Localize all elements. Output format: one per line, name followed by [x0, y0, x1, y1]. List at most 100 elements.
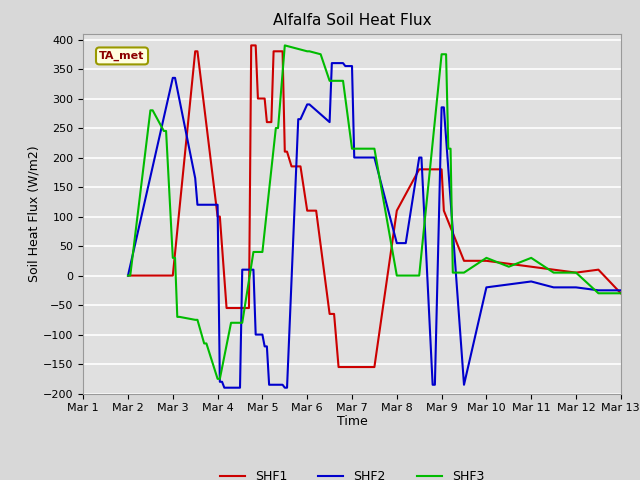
SHF2 — [278, 382, 286, 388]
SHF1 — [290, 164, 298, 169]
SHF3 — [124, 273, 132, 278]
SHF2 — [281, 385, 289, 391]
SHF2 — [263, 344, 271, 349]
SHF3 — [371, 146, 378, 152]
X-axis label: Time: Time — [337, 415, 367, 428]
SHF2 — [216, 379, 224, 384]
SHF1 — [460, 258, 468, 264]
SHF1 — [326, 311, 333, 317]
SHF2 — [483, 285, 490, 290]
SHF3 — [281, 43, 289, 48]
SHF2 — [505, 282, 513, 288]
Line: SHF3: SHF3 — [128, 46, 621, 379]
SHF1 — [312, 208, 320, 214]
Title: Alfalfa Soil Heat Flux: Alfalfa Soil Heat Flux — [273, 13, 431, 28]
SHF1 — [429, 167, 436, 172]
SHF2 — [429, 382, 436, 388]
SHF1 — [288, 164, 296, 169]
Y-axis label: Soil Heat Flux (W/m2): Soil Heat Flux (W/m2) — [27, 145, 40, 282]
SHF1 — [371, 364, 378, 370]
SHF1 — [438, 167, 445, 172]
SHF1 — [505, 261, 513, 267]
SHF1 — [335, 364, 342, 370]
SHF2 — [550, 285, 557, 290]
SHF2 — [431, 382, 438, 388]
SHF1 — [278, 48, 286, 54]
SHF2 — [171, 75, 179, 81]
SHF1 — [527, 264, 535, 270]
SHF2 — [259, 332, 266, 337]
SHF2 — [252, 332, 260, 337]
SHF2 — [326, 119, 333, 125]
SHF2 — [124, 273, 132, 278]
SHF3 — [326, 78, 333, 84]
SHF1 — [268, 119, 275, 125]
Line: SHF1: SHF1 — [128, 46, 621, 367]
SHF1 — [393, 208, 401, 214]
SHF2 — [220, 385, 228, 391]
SHF2 — [527, 278, 535, 284]
SHF2 — [350, 155, 358, 160]
SHF2 — [169, 75, 177, 81]
SHF1 — [617, 290, 625, 296]
SHF1 — [252, 43, 260, 48]
SHF2 — [193, 202, 201, 208]
SHF1 — [483, 258, 490, 264]
SHF1 — [270, 48, 278, 54]
SHF2 — [296, 116, 305, 122]
SHF2 — [393, 240, 401, 246]
SHF1 — [305, 208, 313, 214]
Text: TA_met: TA_met — [99, 51, 145, 61]
SHF1 — [550, 267, 557, 273]
SHF1 — [263, 119, 271, 125]
SHF1 — [303, 208, 311, 214]
SHF1 — [417, 167, 425, 172]
SHF1 — [214, 214, 221, 219]
SHF2 — [460, 382, 468, 388]
SHF2 — [339, 60, 347, 66]
SHF2 — [415, 155, 423, 160]
SHF3 — [350, 146, 358, 152]
SHF2 — [440, 105, 447, 110]
SHF2 — [214, 202, 221, 208]
SHF1 — [247, 43, 255, 48]
SHF2 — [438, 105, 445, 110]
SHF2 — [595, 288, 602, 293]
Line: SHF2: SHF2 — [128, 63, 621, 388]
SHF1 — [341, 364, 349, 370]
SHF1 — [296, 164, 305, 169]
SHF1 — [344, 364, 351, 370]
SHF2 — [266, 382, 273, 388]
SHF2 — [283, 385, 291, 391]
SHF2 — [371, 155, 378, 160]
SHF2 — [294, 116, 302, 122]
SHF3 — [303, 48, 311, 54]
SHF2 — [617, 288, 625, 293]
SHF1 — [283, 149, 291, 155]
SHF1 — [431, 167, 438, 172]
SHF2 — [417, 155, 425, 160]
SHF1 — [572, 270, 580, 276]
SHF3 — [214, 376, 221, 382]
SHF1 — [124, 273, 132, 278]
SHF1 — [169, 273, 177, 278]
SHF2 — [191, 175, 199, 181]
SHF1 — [245, 305, 253, 311]
SHF2 — [238, 267, 246, 273]
SHF2 — [572, 285, 580, 290]
SHF1 — [225, 305, 232, 311]
SHF1 — [223, 305, 230, 311]
SHF2 — [303, 102, 311, 108]
SHF1 — [254, 96, 262, 101]
SHF2 — [236, 385, 244, 391]
SHF2 — [348, 63, 356, 69]
SHF3 — [617, 290, 625, 296]
SHF3 — [160, 128, 168, 134]
SHF1 — [330, 311, 338, 317]
SHF1 — [440, 208, 447, 214]
SHF1 — [193, 48, 201, 54]
SHF2 — [402, 240, 410, 246]
SHF2 — [328, 60, 335, 66]
SHF2 — [305, 102, 313, 108]
SHF1 — [191, 48, 199, 54]
